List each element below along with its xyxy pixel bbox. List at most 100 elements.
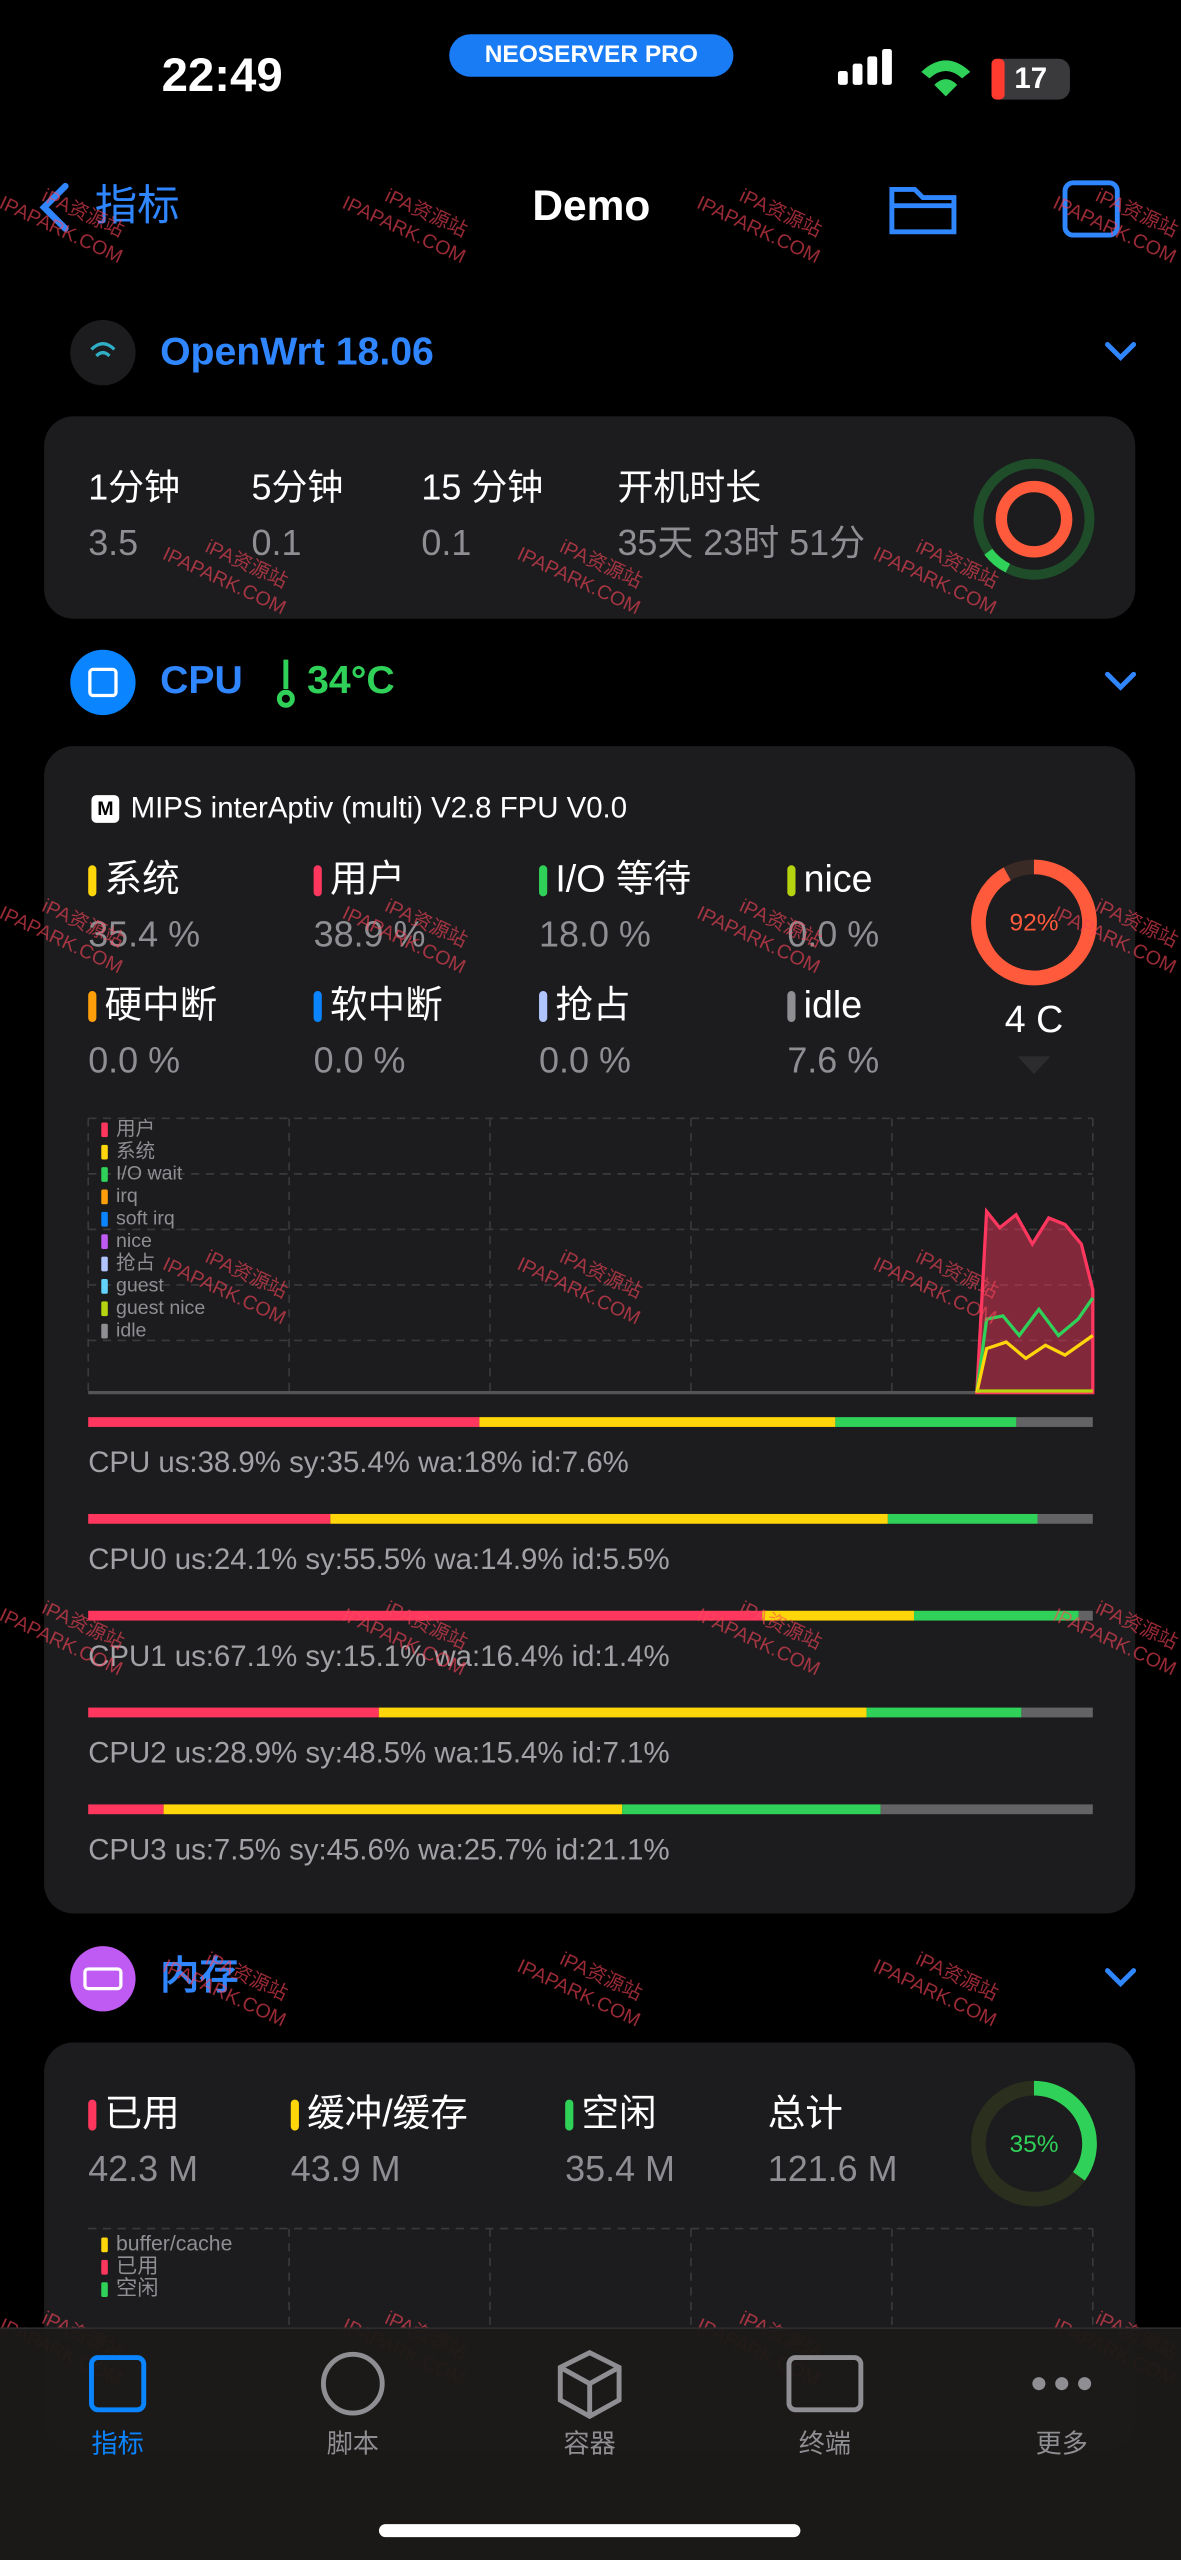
stat-color bbox=[313, 991, 322, 1023]
usage-segment bbox=[1078, 1610, 1093, 1621]
signal-bar bbox=[852, 63, 863, 85]
tab-icon[interactable] bbox=[786, 2355, 864, 2413]
stat-value: 7.6 % bbox=[787, 1039, 879, 1080]
tab-icon[interactable] bbox=[89, 2355, 147, 2413]
cpu-title: CPU bbox=[160, 659, 243, 702]
stat-value: 0.0 % bbox=[787, 914, 879, 955]
usage-label: CPU us:38.9% sy:35.4% wa:18% id:7.6% bbox=[88, 1446, 629, 1479]
legend-swatch bbox=[101, 1256, 108, 1272]
stat-value: 43.9 M bbox=[291, 2148, 401, 2189]
cpu-model: MIPS interAptiv (multi) V2.8 FPU V0.0 bbox=[131, 792, 627, 825]
usage-segment bbox=[880, 1804, 1093, 1815]
chart-line-io bbox=[975, 1297, 1095, 1393]
load-label: 开机时长 bbox=[617, 466, 761, 507]
legend-swatch bbox=[101, 1234, 108, 1249]
usage-segment bbox=[1037, 1513, 1093, 1524]
stat-label: 抢占 bbox=[555, 983, 630, 1025]
stat-label: I/O 等待 bbox=[555, 858, 691, 900]
tab-label[interactable]: 更多 bbox=[1036, 2429, 1088, 2459]
stat-color bbox=[88, 2099, 97, 2131]
collapse-chevron[interactable] bbox=[1105, 1968, 1137, 1988]
stat-color bbox=[313, 865, 322, 897]
usage-label: CPU3 us:7.5% sy:45.6% wa:25.7% id:21.1% bbox=[88, 1834, 669, 1867]
usage-segment bbox=[330, 1513, 888, 1524]
usage-segment bbox=[163, 1804, 623, 1815]
signal-bar bbox=[837, 71, 848, 85]
stat-color bbox=[290, 2099, 299, 2131]
usage-segment bbox=[88, 1804, 164, 1815]
cpu-temperature: 34°C bbox=[307, 659, 395, 702]
legend-label: guest nice bbox=[116, 1297, 205, 1319]
stat-label: 软中断 bbox=[330, 983, 443, 1025]
load-value: 35天 23时 51分 bbox=[617, 522, 865, 563]
signal-bar bbox=[882, 48, 892, 85]
usage-segment bbox=[88, 1417, 480, 1427]
stat-label: 总计 bbox=[768, 2092, 843, 2134]
signal-bar bbox=[867, 56, 878, 85]
stat-value: 0.0 % bbox=[539, 1039, 631, 1080]
stat-label: 硬中断 bbox=[105, 983, 218, 1025]
load-value: 3.5 bbox=[88, 522, 138, 563]
stat-color bbox=[787, 991, 796, 1023]
battery bbox=[991, 58, 1070, 100]
memory-icon bbox=[70, 1946, 136, 2012]
stat-label: 系统 bbox=[105, 858, 180, 900]
legend-label: 空闲 bbox=[116, 2276, 158, 2300]
stat-value: 42.3 M bbox=[88, 2148, 198, 2189]
usage-segment bbox=[88, 1513, 331, 1524]
legend-swatch bbox=[101, 2259, 108, 2275]
collapse-chevron[interactable] bbox=[1105, 342, 1137, 362]
legend-swatch bbox=[101, 2237, 108, 2253]
tab-icon[interactable] bbox=[320, 2351, 385, 2416]
gauge-label: 35% bbox=[1009, 2131, 1058, 2158]
cpu-chip bbox=[88, 667, 118, 698]
settings-icon[interactable] bbox=[1062, 180, 1120, 238]
stat-value: 18.0 % bbox=[539, 914, 651, 955]
badge bbox=[449, 34, 734, 77]
tab-icon[interactable] bbox=[1055, 2377, 1069, 2391]
legend-label: I/O wait bbox=[116, 1163, 183, 1185]
core-count: 4 C bbox=[1005, 998, 1063, 1040]
legend-swatch bbox=[101, 1211, 108, 1227]
load-ring-inner bbox=[995, 480, 1073, 558]
tab-label[interactable]: 脚本 bbox=[327, 2429, 379, 2459]
tab-label[interactable]: 容器 bbox=[564, 2429, 616, 2459]
chart-area-user bbox=[975, 1207, 1095, 1395]
battery-level bbox=[991, 58, 1005, 100]
gauge-label: 92% bbox=[1009, 910, 1058, 937]
legend-label: guest bbox=[116, 1275, 164, 1297]
usage-segment bbox=[622, 1804, 881, 1815]
tab-label[interactable]: 指标 bbox=[91, 2429, 143, 2459]
home-indicator bbox=[378, 2524, 801, 2538]
stat-color bbox=[88, 865, 97, 897]
back-chevron[interactable] bbox=[39, 182, 69, 232]
gauge-arc bbox=[1033, 2080, 1097, 2181]
usage-label: CPU2 us:28.9% sy:48.5% wa:15.4% id:7.1% bbox=[88, 1737, 669, 1770]
memory-chip bbox=[83, 1967, 123, 1991]
tab-icon[interactable] bbox=[1032, 2377, 1046, 2391]
stat-color bbox=[88, 991, 97, 1023]
legend-swatch bbox=[101, 1301, 108, 1317]
stat-value: 0.0 % bbox=[88, 1039, 180, 1080]
legend-label: buffer/cache bbox=[116, 2233, 232, 2256]
router-wifi bbox=[90, 342, 116, 358]
back-label[interactable]: 指标 bbox=[95, 182, 180, 229]
tab-label[interactable]: 终端 bbox=[799, 2429, 851, 2459]
thermometer bbox=[276, 659, 295, 708]
load-value: 0.1 bbox=[252, 522, 302, 563]
legend-label: soft irq bbox=[116, 1207, 175, 1229]
collapse-chevron[interactable] bbox=[1105, 671, 1137, 691]
load-label: 5分钟 bbox=[252, 466, 344, 507]
usage-label: CPU0 us:24.1% sy:55.5% wa:14.9% id:5.5% bbox=[88, 1543, 669, 1576]
legend-label: irq bbox=[116, 1185, 138, 1207]
legend-label: 已用 bbox=[116, 2255, 158, 2278]
usage-segment bbox=[378, 1707, 867, 1718]
legend-swatch bbox=[101, 1122, 108, 1138]
stat-label: 空闲 bbox=[582, 2092, 657, 2134]
tab-icon[interactable] bbox=[1078, 2377, 1092, 2391]
folder-icon[interactable] bbox=[889, 186, 957, 235]
tab-icon[interactable] bbox=[557, 2349, 622, 2420]
battery-text: 17 bbox=[1014, 62, 1047, 95]
